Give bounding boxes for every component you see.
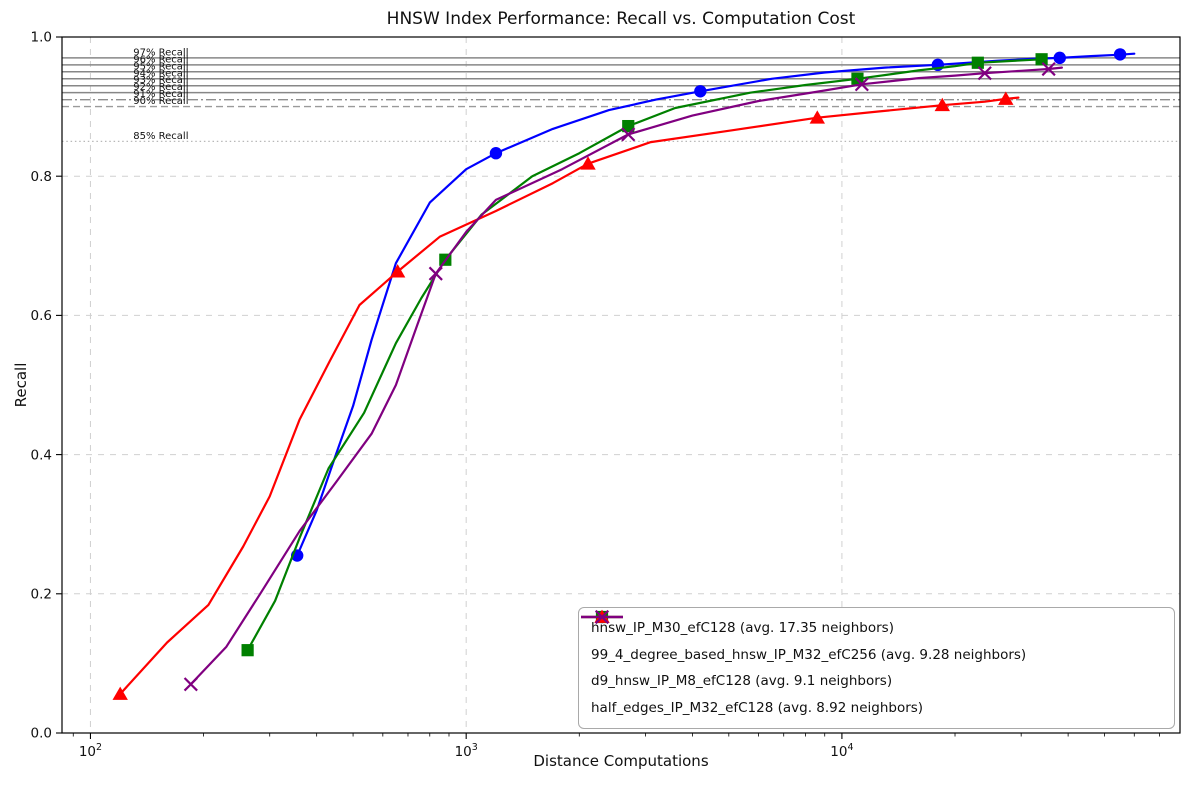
reference-line-label: 96% Recall [133,54,188,65]
data-point-marker [977,66,992,81]
y-tick-label: 1.0 [31,30,52,46]
legend-item-2: d9_hnsw_IP_M8_efC128 (avg. 9.1 neighbors… [581,609,1162,690]
data-point-marker [622,119,635,133]
data-point-marker [998,91,1014,105]
data-point-marker [580,156,596,170]
data-point-marker [594,609,610,625]
series-curve-2 [119,96,1020,696]
data-point-marker [183,677,198,692]
legend: hnsw_IP_M30_efC128 (avg. 17.35 neighbors… [578,607,1175,729]
reference-line-label: 91% Recall [133,89,188,100]
y-ticks: 0.0 0.2 0.4 0.6 0.8 1.0 [31,30,62,742]
chart-title: HNSW Index Performance: Recall vs. Compu… [386,9,856,29]
reference-line-label: 92% Recall [133,82,188,93]
y-tick-label: 0.6 [31,308,52,324]
legend-label: hnsw_IP_M30_efC128 (avg. 17.35 neighbors… [591,620,894,637]
data-point-marker [971,56,984,69]
x-axis-label: Distance Computations [533,752,709,770]
data-point-marker [809,110,825,124]
series-3 [183,61,1063,692]
data-point-marker [241,644,254,657]
legend-item-1: 99_4_degree_based_hnsw_IP_M32_efC256 (av… [581,610,1162,663]
series-curve-3 [189,66,1063,686]
y-tick-label: 0.2 [31,587,52,603]
data-point-marker [112,686,128,700]
data-point-marker [854,77,869,92]
data-point-marker [694,85,707,98]
y-tick-label: 0.0 [31,726,52,742]
y-axis-label: Recall [12,362,30,408]
data-point-marker [428,266,443,281]
data-point-marker [1053,51,1066,65]
legend-item-0: hnsw_IP_M30_efC128 (avg. 17.35 neighbors… [581,610,1162,637]
y-tick-label: 0.8 [31,169,52,185]
reference-line-label: 93% Recall [133,75,188,86]
legend-item-3: half_edges_IP_M32_efC128 (avg. 8.92 neig… [581,609,1162,716]
legend-swatch-x-icon [581,609,623,625]
data-point-marker [489,147,503,160]
reference-line-label: 85% Recall [133,131,188,142]
data-point-marker [389,264,406,278]
reference-line-label: 90% Recall [133,96,188,107]
y-tick-label: 0.4 [31,447,52,463]
data-point-marker [1041,61,1056,77]
axes-spines [61,36,1181,734]
series-curve-1 [246,58,1043,652]
data-point-marker [1113,48,1127,61]
reference-line-label: 97% Recall [133,47,188,58]
data-point-marker [621,127,636,142]
series-2 [112,91,1020,700]
legend-label: half_edges_IP_M32_efC128 (avg. 8.92 neig… [591,699,924,716]
reference-line-label: 95% Recall [133,61,188,72]
data-point-marker [1035,53,1048,66]
legend-label: 99_4_degree_based_hnsw_IP_M32_efC256 (av… [591,646,1027,663]
data-point-marker [934,97,950,112]
legend-label: d9_hnsw_IP_M8_efC128 (avg. 9.1 neighbors… [591,673,893,690]
reference-line-label: 94% Recall [133,68,188,79]
series-curve-0 [296,52,1136,557]
